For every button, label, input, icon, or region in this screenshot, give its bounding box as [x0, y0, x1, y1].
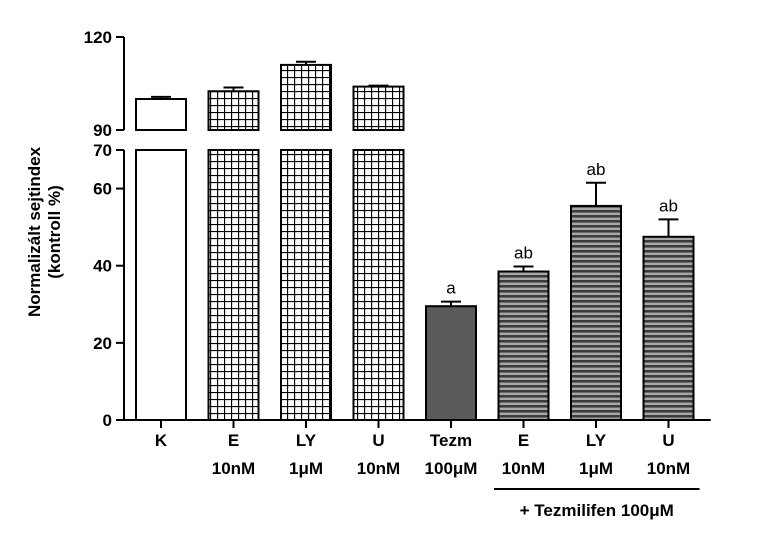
y-axis-label-line: Normalizált sejtindex [25, 146, 44, 317]
bar [280, 63, 332, 131]
axis-break-gap [206, 131, 261, 149]
y-tick-label: 0 [103, 411, 112, 430]
bar [352, 85, 405, 131]
category-label: LY [586, 431, 607, 450]
group-annotation: + Tezmilifen 100μM [494, 488, 700, 520]
bar-lower-segment [352, 149, 405, 421]
axis-break-gap [279, 131, 333, 149]
y-tick-label: 60 [93, 180, 112, 199]
bar-lower-segment [207, 149, 260, 421]
y-tick-label: 120 [84, 28, 112, 47]
category-label: E [228, 431, 239, 450]
significance-label: a [446, 279, 456, 298]
y-axis-label-line: (kontroll %) [45, 185, 64, 279]
bar [642, 235, 695, 421]
category-sublabel: 10nM [647, 459, 690, 478]
axis-break-gap [134, 131, 188, 149]
category-sublabel: 10nM [212, 459, 255, 478]
bar [207, 90, 260, 131]
category-sublabel: 1μM [579, 459, 613, 478]
bar [570, 204, 622, 421]
group-label: + Tezmilifen 100μM [520, 501, 674, 520]
significance-label: ab [514, 243, 533, 262]
bar [135, 98, 187, 131]
category-label: E [518, 431, 529, 450]
y-tick-label: 40 [93, 257, 112, 276]
category-label: U [662, 431, 674, 450]
category-label: K [155, 431, 168, 450]
category-sublabel: 100μM [425, 459, 478, 478]
bar [425, 305, 477, 422]
axis-break-gap [351, 131, 406, 149]
significance-label: ab [659, 196, 678, 215]
category-labels: K E 10nM LY 1μM U 10nM Tezm 100μM E 10nM LY 1μM U 10nM [155, 431, 690, 478]
bar-lower-segment [135, 149, 187, 421]
y-tick-label: 70 [93, 141, 112, 160]
category-label: Tezm [430, 431, 472, 450]
bar-lower-segment [280, 149, 332, 421]
bar [497, 270, 550, 421]
bars: a ab ab ab [134, 60, 695, 422]
category-label: U [372, 431, 384, 450]
category-sublabel: 10nM [357, 459, 400, 478]
significance-label: ab [587, 160, 606, 179]
y-tick-label: 20 [93, 334, 112, 353]
category-label: LY [296, 431, 317, 450]
y-axis-label: Normalizált sejtindex (kontroll %) [25, 146, 64, 317]
category-sublabel: 10nM [502, 459, 545, 478]
category-sublabel: 1μM [289, 459, 323, 478]
y-tick-label: 90 [93, 121, 112, 140]
